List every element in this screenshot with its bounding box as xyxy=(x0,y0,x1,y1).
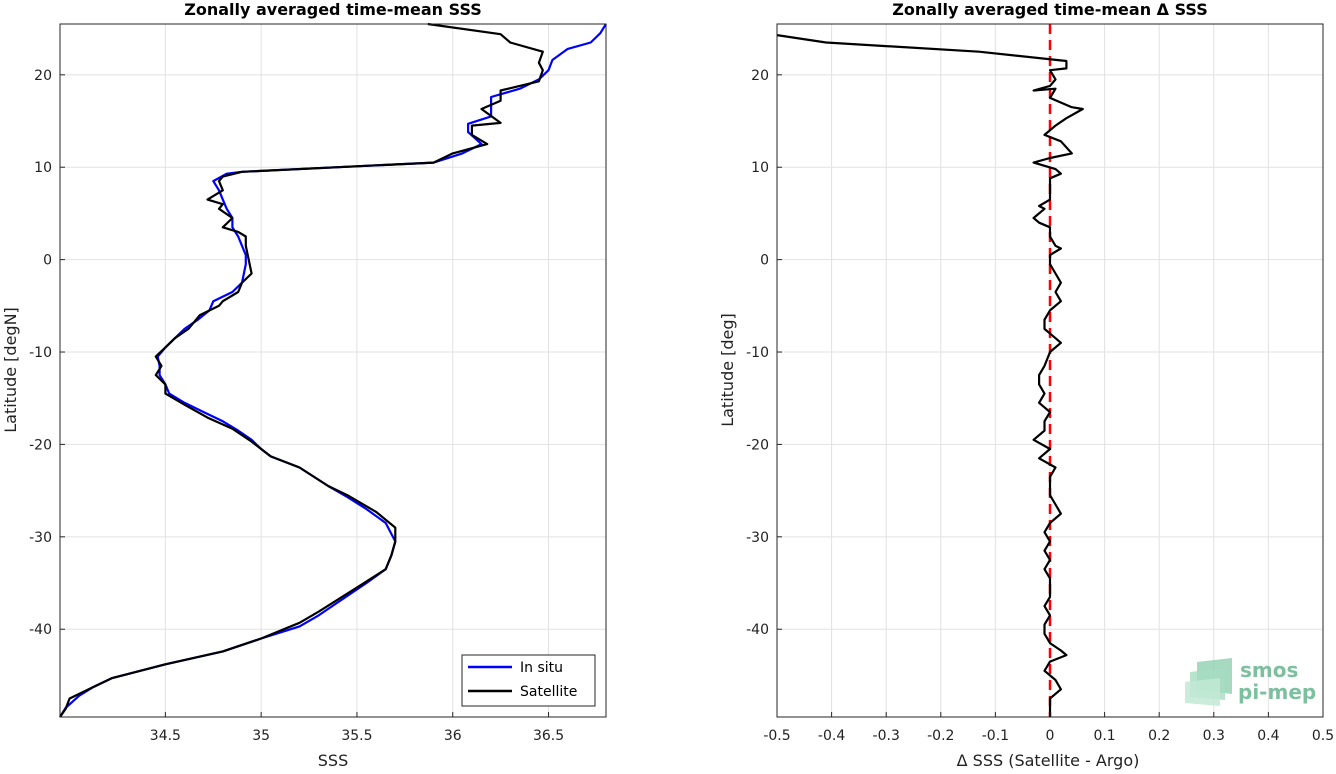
y-tick-label: 0 xyxy=(760,253,769,269)
y-tick-label: -20 xyxy=(29,437,52,453)
legend: In situ Satellite xyxy=(461,654,596,707)
y-tick-label: 20 xyxy=(34,68,52,84)
right-x-axis-label: Δ SSS (Satellite - Argo) xyxy=(957,751,1140,770)
y-tick-label: -10 xyxy=(746,345,769,361)
x-tick-label: -0.2 xyxy=(927,728,954,744)
x-tick-label: -0.3 xyxy=(873,728,900,744)
x-tick-label: 0.1 xyxy=(1093,728,1115,744)
y-tick-label: -40 xyxy=(746,622,769,638)
logo-text-smos: smos xyxy=(1240,658,1298,682)
x-tick-label: 0.4 xyxy=(1257,728,1279,744)
y-tick-label: 0 xyxy=(43,253,52,269)
y-tick-label: -10 xyxy=(29,345,52,361)
left-grid xyxy=(60,24,606,717)
series-line-delta-sss xyxy=(776,34,1084,717)
x-tick-label: 35.5 xyxy=(341,728,372,744)
y-tick-label: -30 xyxy=(746,530,769,546)
x-tick-label: 34.5 xyxy=(150,728,181,744)
x-tick-label: -0.1 xyxy=(982,728,1009,744)
x-tick-label: 0.2 xyxy=(1148,728,1170,744)
legend-box xyxy=(461,654,596,707)
x-tick-label: 0 xyxy=(1046,728,1055,744)
left-chart-title: Zonally averaged time-mean SSS xyxy=(184,0,482,19)
x-tick-label: 0.3 xyxy=(1203,728,1225,744)
y-tick-label: -20 xyxy=(746,437,769,453)
delta-sss-panel: -0.5 -0.4 -0.3 -0.2 -0.1 0 0.1 0.2 0.3 0.4 0.5 -40 -… xyxy=(718,0,1334,770)
right-tick-labels: -0.5 -0.4 -0.3 -0.2 -0.1 0 0.1 0.2 0.3 0.4 0.5 -40 -… xyxy=(746,68,1334,744)
y-tick-label: 20 xyxy=(751,68,769,84)
series-line-satellite xyxy=(59,22,544,718)
left-x-axis-label: SSS xyxy=(318,751,348,770)
left-y-axis-label: Latitude [degN] xyxy=(1,307,20,433)
legend-label-in-situ: In situ xyxy=(520,660,563,676)
right-chart-title: Zonally averaged time-mean Δ SSS xyxy=(892,0,1208,19)
x-tick-label: -0.5 xyxy=(763,728,790,744)
x-tick-label: 0.5 xyxy=(1312,728,1334,744)
left-series xyxy=(59,22,607,718)
logo-text-pi-mep: pi-mep xyxy=(1238,680,1316,704)
x-tick-label: 36 xyxy=(444,728,462,744)
x-tick-label: 35 xyxy=(252,728,270,744)
y-tick-label: -40 xyxy=(29,622,52,638)
sss-profile-panel: 34.5 35 35.5 36 36.5 -40 -30 -20 -10 0 10 20 Zonall… xyxy=(1,0,607,770)
y-tick-label: 10 xyxy=(751,160,769,176)
smos-pi-mep-logo: smos pi-mep xyxy=(1185,658,1316,706)
legend-label-satellite: Satellite xyxy=(520,684,577,700)
y-tick-label: 10 xyxy=(34,160,52,176)
left-axes-frame xyxy=(59,23,607,718)
left-tick-labels: 34.5 35 35.5 36 36.5 -40 -30 -20 -10 0 10 20 xyxy=(29,68,564,744)
right-series xyxy=(776,24,1084,717)
y-tick-label: -30 xyxy=(29,530,52,546)
logo-stack-icon xyxy=(1185,658,1232,706)
right-y-axis-label: Latitude [deg] xyxy=(718,313,737,427)
x-tick-label: -0.4 xyxy=(818,728,845,744)
x-tick-label: 36.5 xyxy=(533,728,564,744)
